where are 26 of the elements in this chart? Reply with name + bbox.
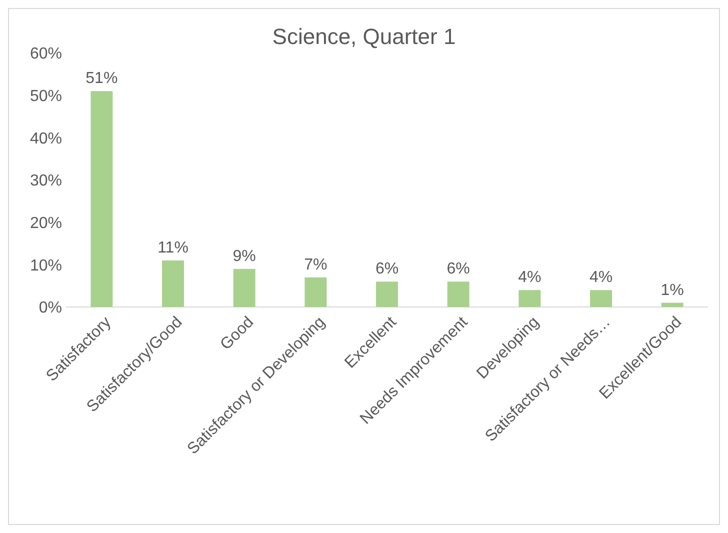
y-tick-label: 40% (30, 130, 62, 148)
y-tick-label: 50% (30, 88, 62, 105)
chart-title: Science, Quarter 1 (272, 24, 456, 49)
data-label: 4% (518, 269, 542, 286)
bar (90, 91, 113, 307)
bar (304, 277, 327, 307)
y-tick-label: 20% (30, 214, 62, 232)
data-label: 51% (86, 70, 118, 88)
y-tick-label: 30% (30, 172, 62, 190)
bar (162, 260, 184, 307)
bar (661, 302, 684, 307)
data-label: 7% (304, 256, 328, 274)
data-label: 6% (446, 260, 470, 278)
bar (376, 282, 398, 307)
bar (518, 290, 541, 307)
bar (590, 290, 612, 307)
y-tick-label: 0% (38, 300, 62, 317)
data-label: 4% (589, 269, 613, 286)
data-label: 1% (660, 282, 684, 299)
y-tick-label: 60% (30, 46, 62, 63)
y-tick-label: 10% (30, 257, 62, 274)
data-label: 6% (375, 260, 399, 278)
bar (447, 282, 470, 307)
bar (233, 268, 256, 307)
data-label: 11% (158, 239, 188, 256)
data-label: 9% (232, 248, 256, 265)
